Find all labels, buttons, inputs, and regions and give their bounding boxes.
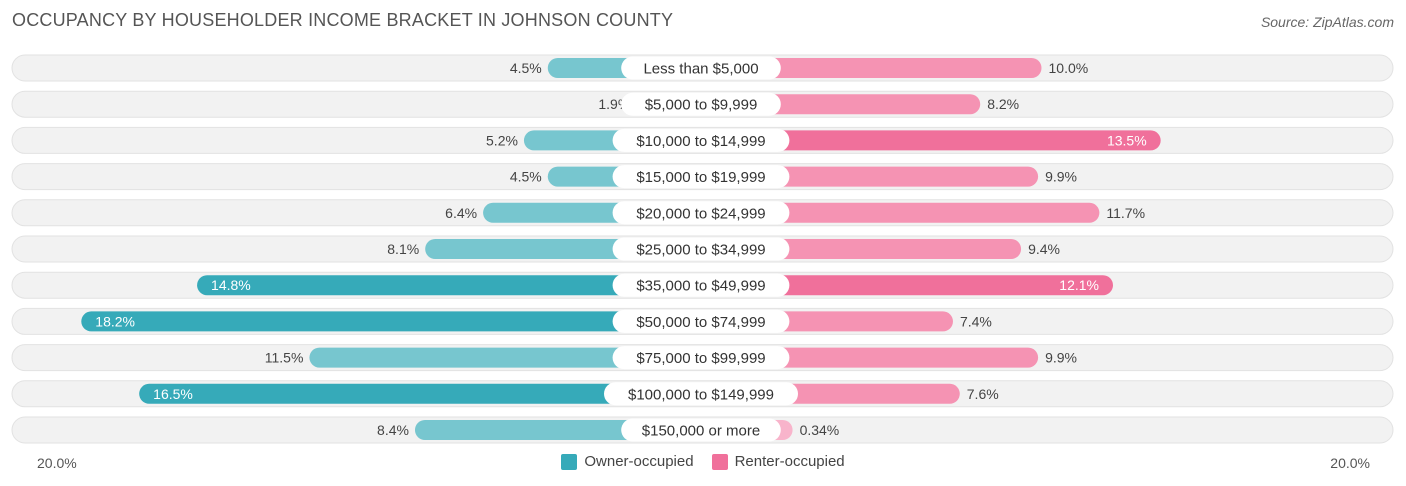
category-label: $50,000 to $74,999 xyxy=(636,314,765,331)
renter-value-label: 9.9% xyxy=(1045,169,1077,185)
renter-value-label: 0.34% xyxy=(800,422,840,438)
category-pill xyxy=(612,309,790,333)
category-label: $5,000 to $9,999 xyxy=(645,97,758,114)
renter-value-label: 9.9% xyxy=(1045,350,1077,366)
owner-value-label: 11.5% xyxy=(265,350,304,366)
category-label: Less than $5,000 xyxy=(643,61,758,78)
owner-value-label: 5.2% xyxy=(486,132,518,148)
category-pill xyxy=(621,56,781,80)
legend-renter-label: Renter-occupied xyxy=(734,453,845,470)
category-pill xyxy=(621,92,781,116)
renter-value-label: 7.6% xyxy=(967,386,999,402)
category-label: $20,000 to $24,999 xyxy=(636,205,765,222)
category-label: $25,000 to $34,999 xyxy=(636,242,765,259)
renter-bar xyxy=(691,202,1100,223)
category-label: $35,000 to $49,999 xyxy=(636,278,765,295)
legend-owner-swatch xyxy=(561,453,578,470)
owner-bar xyxy=(81,311,712,332)
owner-value-label: 6.4% xyxy=(445,205,477,221)
legend-owner-label: Owner-occupied xyxy=(584,453,694,470)
owner-bar xyxy=(309,347,711,368)
renter-value-label: 8.2% xyxy=(987,96,1019,112)
legend-renter-swatch xyxy=(711,453,728,470)
owner-value-label: 4.5% xyxy=(510,169,542,185)
renter-value-label: 9.4% xyxy=(1028,241,1060,257)
renter-value-label: 13.5% xyxy=(1107,132,1147,148)
legend-owner: Owner-occupied xyxy=(561,453,694,470)
renter-value-label: 12.1% xyxy=(1059,277,1099,293)
owner-bar xyxy=(139,383,712,404)
owner-value-label: 4.5% xyxy=(510,60,542,76)
owner-value-label: 8.4% xyxy=(377,422,409,438)
category-label: $75,000 to $99,999 xyxy=(636,350,765,367)
category-pill xyxy=(612,273,790,297)
renter-bar xyxy=(691,275,1114,296)
axis-left-label: 20.0% xyxy=(37,455,77,471)
category-pill xyxy=(604,382,798,406)
category-label: $150,000 or more xyxy=(642,423,760,440)
category-label: $100,000 to $149,999 xyxy=(628,386,774,403)
chart-title: OCCUPANCY BY HOUSEHOLDER INCOME BRACKET … xyxy=(12,10,674,30)
renter-value-label: 11.7% xyxy=(1106,205,1145,221)
owner-value-label: 16.5% xyxy=(153,386,193,402)
source-label: Source: ZipAtlas.com xyxy=(1260,14,1394,30)
category-pill xyxy=(612,237,790,261)
owner-bar xyxy=(197,275,711,296)
owner-value-label: 18.2% xyxy=(95,313,135,329)
renter-bar xyxy=(691,130,1161,151)
category-label: $15,000 to $19,999 xyxy=(636,169,765,186)
category-label: $10,000 to $14,999 xyxy=(636,133,765,150)
renter-value-label: 7.4% xyxy=(960,313,992,329)
axis-right-label: 20.0% xyxy=(1330,455,1370,471)
legend-renter: Renter-occupied xyxy=(711,453,845,470)
legend: Owner-occupied Renter-occupied xyxy=(0,453,1406,470)
owner-value-label: 14.8% xyxy=(211,277,251,293)
category-pill xyxy=(621,418,781,442)
owner-value-label: 8.1% xyxy=(387,241,419,257)
category-pill xyxy=(612,201,790,225)
category-pill xyxy=(612,128,790,152)
category-pill xyxy=(612,165,790,189)
renter-value-label: 10.0% xyxy=(1049,60,1089,76)
category-pill xyxy=(612,346,790,370)
